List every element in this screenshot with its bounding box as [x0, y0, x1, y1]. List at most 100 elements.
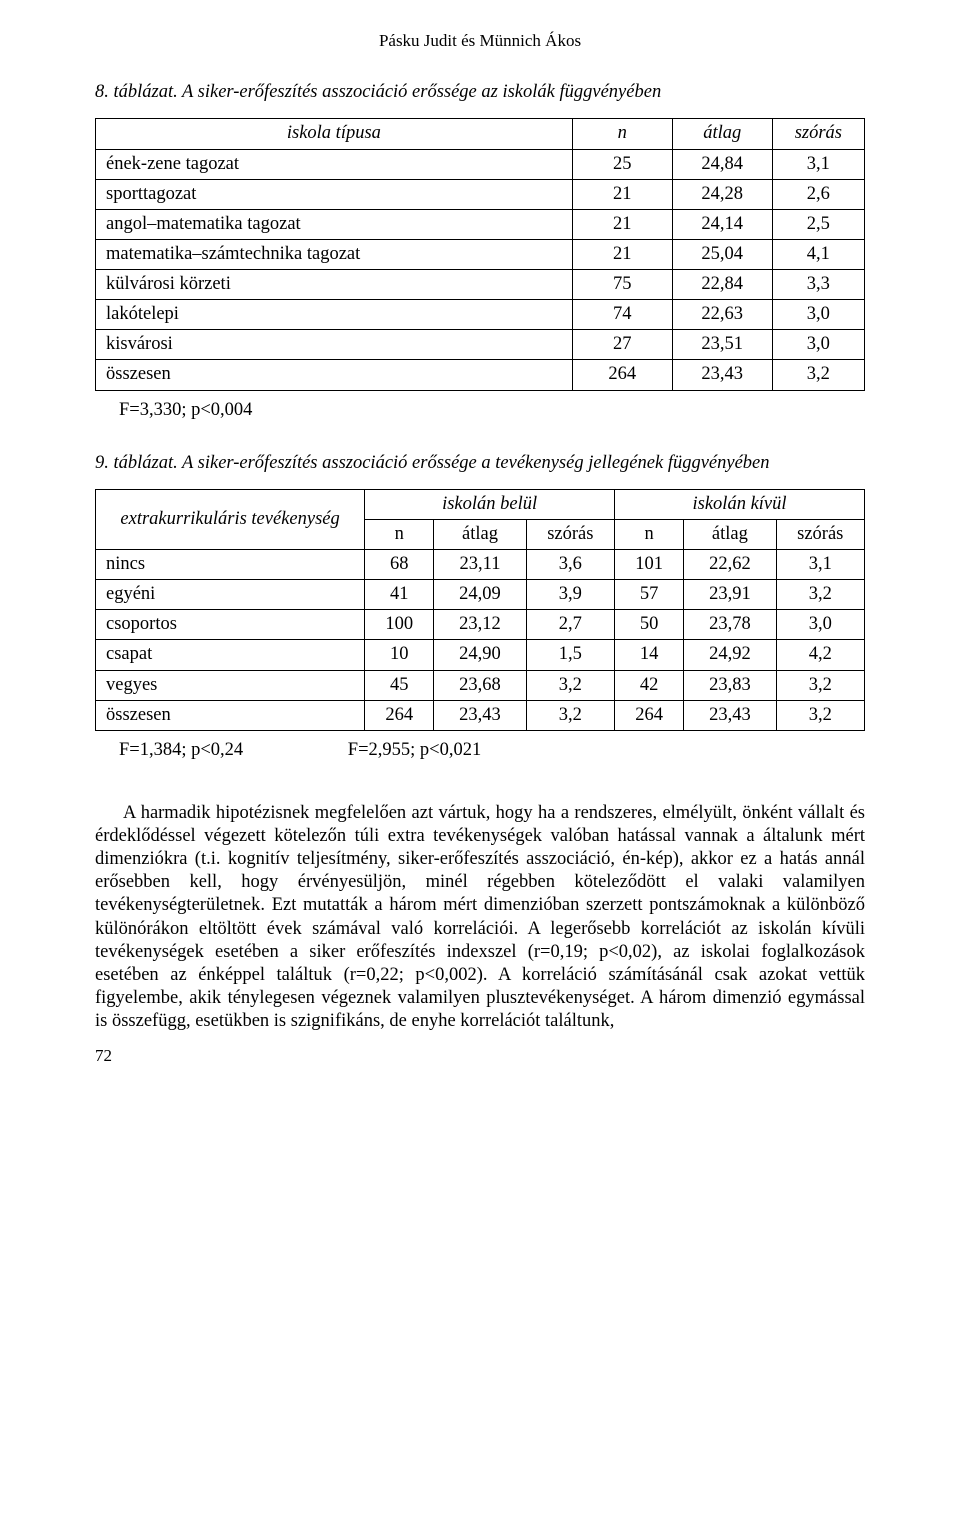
cell: csoportos [96, 610, 365, 640]
table2-caption-num: 9. táblázat. [95, 453, 178, 473]
cell: 23,43 [434, 700, 526, 730]
table2-caption: 9. táblázat. A siker-erőfeszítés asszoci… [95, 452, 865, 475]
cell: 264 [365, 700, 434, 730]
cell: 23,43 [684, 700, 776, 730]
cell: 50 [615, 610, 684, 640]
table2-sub-mean2: átlag [684, 519, 776, 549]
cell: 22,84 [672, 270, 772, 300]
cell: 23,68 [434, 670, 526, 700]
cell: külvárosi körzeti [96, 270, 573, 300]
cell: 3,6 [526, 550, 614, 580]
cell: 23,78 [684, 610, 776, 640]
cell: angol–matematika tagozat [96, 209, 573, 239]
cell: 57 [615, 580, 684, 610]
cell: 3,1 [772, 149, 864, 179]
cell: 3,2 [526, 670, 614, 700]
cell: 3,9 [526, 580, 614, 610]
table2-h-group1: iskolán belül [365, 489, 615, 519]
table-row: ének-zene tagozat 25 24,84 3,1 [96, 149, 865, 179]
cell: lakótelepi [96, 300, 573, 330]
cell: 4,2 [776, 640, 864, 670]
table1-h-n: n [572, 119, 672, 149]
table2-stat2: F=2,955; p<0,021 [348, 739, 481, 762]
page-number: 72 [95, 1045, 865, 1066]
body-paragraph: A harmadik hipotézisnek megfelelően azt … [95, 802, 865, 1033]
table1-caption-num: 8. táblázat. [95, 82, 178, 102]
cell: 3,0 [772, 300, 864, 330]
cell: 24,92 [684, 640, 776, 670]
cell: sporttagozat [96, 179, 573, 209]
cell: 21 [572, 239, 672, 269]
cell: 3,2 [776, 700, 864, 730]
table-row: csapat 10 24,90 1,5 14 24,92 4,2 [96, 640, 865, 670]
cell: 68 [365, 550, 434, 580]
cell: ének-zene tagozat [96, 149, 573, 179]
table-row: összesen 264 23,43 3,2 [96, 360, 865, 390]
cell: 3,2 [776, 580, 864, 610]
cell: 2,6 [772, 179, 864, 209]
cell: 24,90 [434, 640, 526, 670]
doc-header: Pásku Judit és Münnich Ákos [95, 30, 865, 51]
table2-sub-mean1: átlag [434, 519, 526, 549]
cell: 21 [572, 179, 672, 209]
cell: összesen [96, 360, 573, 390]
cell: 101 [615, 550, 684, 580]
cell: 24,14 [672, 209, 772, 239]
cell: 75 [572, 270, 672, 300]
cell: 100 [365, 610, 434, 640]
cell: 264 [615, 700, 684, 730]
cell: matematika–számtechnika tagozat [96, 239, 573, 269]
cell: 3,3 [772, 270, 864, 300]
table2-sub-n2: n [615, 519, 684, 549]
cell: 3,2 [776, 670, 864, 700]
table-row: vegyes 45 23,68 3,2 42 23,83 3,2 [96, 670, 865, 700]
cell: 21 [572, 209, 672, 239]
cell: 41 [365, 580, 434, 610]
table-row: csoportos 100 23,12 2,7 50 23,78 3,0 [96, 610, 865, 640]
cell: 2,5 [772, 209, 864, 239]
cell: 3,0 [772, 330, 864, 360]
cell: 27 [572, 330, 672, 360]
table-row: sporttagozat 21 24,28 2,6 [96, 179, 865, 209]
table1-caption: 8. táblázat. A siker-erőfeszítés asszoci… [95, 81, 865, 104]
table2-caption-text: A siker-erőfeszítés asszociáció erőssége… [182, 453, 769, 473]
cell: 2,7 [526, 610, 614, 640]
cell: 24,84 [672, 149, 772, 179]
cell: 22,62 [684, 550, 776, 580]
table-row: egyéni 41 24,09 3,9 57 23,91 3,2 [96, 580, 865, 610]
cell: 4,1 [772, 239, 864, 269]
cell: 24,09 [434, 580, 526, 610]
table2: extrakurrikuláris tevékenység iskolán be… [95, 489, 865, 731]
cell: 24,28 [672, 179, 772, 209]
table-row: matematika–számtechnika tagozat 21 25,04… [96, 239, 865, 269]
table-row: kisvárosi 27 23,51 3,0 [96, 330, 865, 360]
table2-sub-sd1: szórás [526, 519, 614, 549]
cell: 74 [572, 300, 672, 330]
cell: 23,43 [672, 360, 772, 390]
table-row: összesen 264 23,43 3,2 264 23,43 3,2 [96, 700, 865, 730]
cell: 25,04 [672, 239, 772, 269]
table2-h-label: extrakurrikuláris tevékenység [96, 489, 365, 549]
table-row: angol–matematika tagozat 21 24,14 2,5 [96, 209, 865, 239]
cell: 23,11 [434, 550, 526, 580]
cell: 3,2 [772, 360, 864, 390]
table2-stat1: F=1,384; p<0,24 [119, 740, 243, 760]
table1-stat: F=3,330; p<0,004 [119, 399, 865, 422]
cell: 42 [615, 670, 684, 700]
table1: iskola típusa n átlag szórás ének-zene t… [95, 118, 865, 390]
cell: csapat [96, 640, 365, 670]
table2-h-group2: iskolán kívül [615, 489, 865, 519]
cell: kisvárosi [96, 330, 573, 360]
table-row: nincs 68 23,11 3,6 101 22,62 3,1 [96, 550, 865, 580]
table2-sub-sd2: szórás [776, 519, 864, 549]
cell: 23,12 [434, 610, 526, 640]
cell: 25 [572, 149, 672, 179]
cell: 10 [365, 640, 434, 670]
cell: 23,83 [684, 670, 776, 700]
cell: vegyes [96, 670, 365, 700]
cell: nincs [96, 550, 365, 580]
cell: 1,5 [526, 640, 614, 670]
cell: 3,1 [776, 550, 864, 580]
table1-h-label: iskola típusa [96, 119, 573, 149]
table-row: lakótelepi 74 22,63 3,0 [96, 300, 865, 330]
